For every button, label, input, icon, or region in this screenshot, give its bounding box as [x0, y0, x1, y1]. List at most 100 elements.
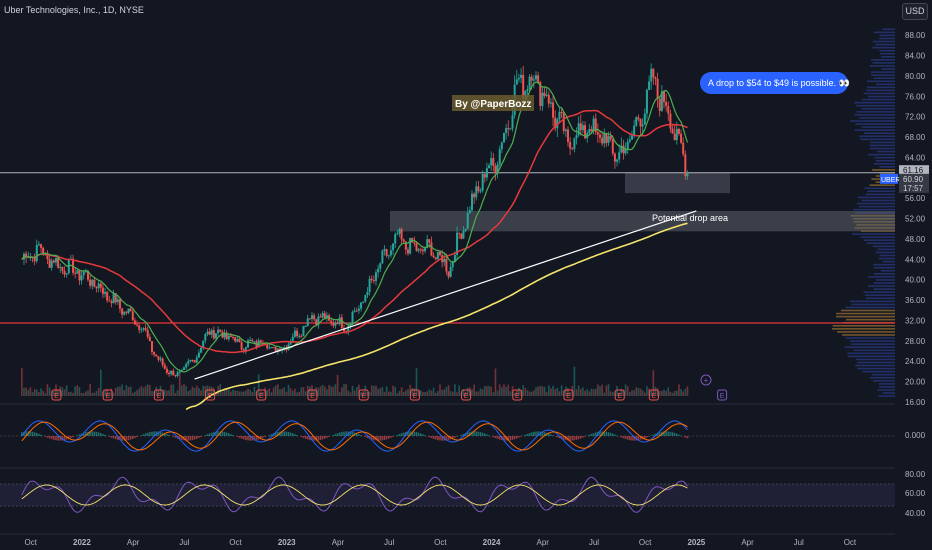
macd-histogram-bar: [582, 436, 584, 438]
candle-body: [140, 329, 143, 331]
macd-histogram-bar: [225, 432, 228, 436]
candle-body: [157, 356, 160, 360]
candle-body: [379, 263, 382, 269]
candle-body: [95, 287, 98, 289]
macd-histogram-bar: [93, 431, 96, 436]
currency-button[interactable]: USD: [902, 3, 928, 20]
volume-bar: [151, 390, 153, 396]
volume-bar: [505, 386, 507, 396]
volume-bar: [35, 389, 38, 396]
volume-bar: [682, 391, 684, 396]
volume-bar: [300, 387, 303, 396]
macd-histogram-bar: [99, 433, 102, 436]
volume-bar: [95, 390, 98, 396]
profile-bar: [850, 340, 895, 342]
volume-bar: [149, 384, 151, 396]
x-tick-label: Jul: [384, 538, 394, 547]
candle-body: [592, 118, 595, 131]
profile-bar: [878, 395, 895, 397]
volume-bar: [195, 385, 198, 396]
candle-body: [552, 102, 555, 118]
macd-histogram-bar: [238, 436, 241, 438]
candle-body: [483, 174, 486, 178]
candle-body: [300, 335, 303, 337]
volume-bar: [362, 391, 364, 396]
earnings-label: E: [259, 393, 264, 400]
volume-bar: [44, 392, 47, 396]
volume-bar: [443, 389, 446, 396]
volume-bar: [146, 384, 149, 396]
macd-histogram-bar: [671, 432, 674, 436]
macd-histogram-bar: [302, 436, 305, 438]
profile-bar: [857, 367, 895, 370]
candle-body: [470, 193, 473, 211]
macd-histogram-bar: [616, 435, 618, 436]
profile-bar: [869, 65, 895, 67]
volume-bar: [114, 387, 117, 396]
volume-bar: [364, 385, 367, 396]
macd-histogram-bar: [409, 431, 411, 436]
volume-bar: [413, 388, 416, 396]
chart-title: Uber Technologies, Inc., 1D, NYSE: [4, 5, 144, 15]
x-tick-label: Oct: [844, 538, 857, 547]
volume-bar: [315, 387, 318, 396]
volume-bar: [456, 392, 458, 396]
volume-bar: [178, 372, 181, 396]
macd-histogram-bar: [471, 431, 473, 436]
candle-body: [609, 136, 612, 140]
volume-bar: [441, 389, 443, 396]
candles: [22, 63, 689, 378]
volume-bar: [355, 387, 358, 396]
candle-body: [187, 361, 190, 365]
candle-body: [509, 128, 512, 130]
macd-histogram-bar: [168, 434, 170, 436]
macd-histogram-bar: [396, 434, 399, 436]
macd-histogram-bar: [38, 433, 40, 436]
volume-bar: [629, 392, 631, 396]
candle-body: [488, 165, 491, 169]
volume-bar: [238, 391, 241, 396]
macd-histogram-bar: [611, 433, 614, 436]
candle-body: [505, 128, 508, 133]
earnings-label: E: [464, 393, 469, 400]
macd-histogram-bar: [422, 434, 424, 436]
candle-body: [150, 341, 153, 352]
candle-body: [332, 322, 335, 326]
candle-body: [398, 229, 401, 234]
volume-bar: [202, 385, 204, 396]
volume-bar: [558, 391, 561, 396]
candle-body: [496, 164, 499, 174]
profile-bar: [844, 346, 895, 348]
volume-bar: [283, 387, 286, 396]
volume-bar: [121, 384, 123, 396]
macd-histogram-bar: [607, 432, 610, 436]
candle-body: [225, 332, 228, 340]
profile-bar: [858, 205, 895, 208]
candle-body: [400, 229, 403, 240]
candle-body: [131, 311, 134, 321]
volume-bar: [97, 387, 100, 396]
candle-body: [202, 340, 205, 348]
volume-bar: [469, 387, 471, 396]
volume-bar: [353, 390, 356, 396]
volume-bar: [673, 391, 676, 396]
volume-bar: [134, 391, 136, 396]
candle-body: [114, 292, 117, 303]
volume-bar: [390, 391, 392, 396]
macd-histogram-bar: [605, 431, 608, 436]
candle-body: [206, 331, 209, 335]
macd-histogram-bar: [338, 432, 341, 436]
candle-body: [511, 115, 514, 129]
profile-bar: [860, 236, 895, 238]
volume-bar: [155, 386, 158, 396]
candle-body: [165, 368, 168, 373]
volume-bar: [539, 386, 542, 396]
y-tick-label: 32.00: [905, 316, 926, 325]
earnings-label: E: [515, 393, 520, 400]
macd-histogram-bar: [189, 436, 192, 441]
macd-histogram-bar: [594, 432, 597, 436]
candle-body: [178, 371, 181, 373]
macd-histogram-bar: [55, 436, 57, 441]
macd-histogram-bar: [149, 432, 151, 436]
